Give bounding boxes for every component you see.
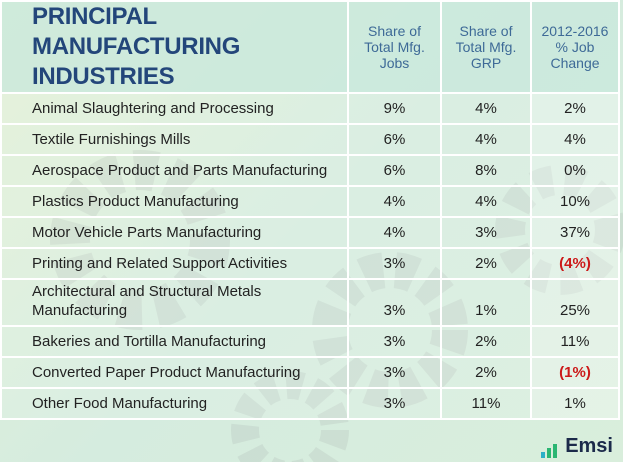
value-cell: 3% — [347, 356, 442, 389]
industry-name: Converted Paper Product Manufacturing — [0, 356, 349, 389]
table-row: Bakeries and Tortilla Manufacturing 3% 2% 1… — [0, 325, 620, 358]
value-cell: 25% — [530, 278, 620, 327]
value-cell: 4% — [440, 92, 532, 125]
column-header: Share of Total Mfg. GRP — [440, 0, 532, 94]
value-cell: 0% — [530, 154, 620, 187]
value-cell: 2% — [440, 325, 532, 358]
logo-icon — [541, 444, 558, 458]
value-cell: 1% — [530, 387, 620, 420]
value-cell: 4% — [347, 216, 442, 249]
industry-name: Plastics Product Manufacturing — [0, 185, 349, 218]
value-cell: (4%) — [530, 247, 620, 280]
value-cell: 6% — [347, 154, 442, 187]
table-row: Animal Slaughtering and Processing 9% 4% 2% — [0, 92, 620, 125]
value-cell: 3% — [347, 278, 442, 327]
table-title: PRINCIPAL MANUFACTURING INDUSTRIES — [0, 0, 349, 94]
value-cell: 4% — [440, 123, 532, 156]
column-header: Share of Total Mfg. Jobs — [347, 0, 442, 94]
table-row: Printing and Related Support Activities 3… — [0, 247, 620, 280]
value-cell: 3% — [347, 247, 442, 280]
value-cell: 2% — [440, 356, 532, 389]
logo-text: Emsi — [565, 435, 613, 457]
table-row: Motor Vehicle Parts Manufacturing 4% 3% 37% — [0, 216, 620, 249]
industry-name: Animal Slaughtering and Processing — [0, 92, 349, 125]
table-row: Converted Paper Product Manufacturing 3% 2… — [0, 356, 620, 389]
industries-table: PRINCIPAL MANUFACTURING INDUSTRIES Share… — [0, 0, 620, 420]
value-cell: 11% — [440, 387, 532, 420]
table-row: Architectural and Structural Metals Manu… — [0, 278, 620, 327]
value-cell: 9% — [347, 92, 442, 125]
value-cell: (1%) — [530, 356, 620, 389]
value-cell: 11% — [530, 325, 620, 358]
industry-name: Printing and Related Support Activities — [0, 247, 349, 280]
value-cell: 4% — [347, 185, 442, 218]
value-cell: 1% — [440, 278, 532, 327]
value-cell: 8% — [440, 154, 532, 187]
value-cell: 6% — [347, 123, 442, 156]
table-row: Plastics Product Manufacturing 4% 4% 10% — [0, 185, 620, 218]
value-cell: 3% — [440, 216, 532, 249]
industry-name: Other Food Manufacturing — [0, 387, 349, 420]
industry-name: Bakeries and Tortilla Manufacturing — [0, 325, 349, 358]
column-header: 2012-2016 % Job Change — [530, 0, 620, 94]
industry-name: Motor Vehicle Parts Manufacturing — [0, 216, 349, 249]
value-cell: 4% — [440, 185, 532, 218]
header-row: PRINCIPAL MANUFACTURING INDUSTRIES Share… — [0, 0, 620, 94]
industry-name: Textile Furnishings Mills — [0, 123, 349, 156]
table-row: Other Food Manufacturing 3% 11% 1% — [0, 387, 620, 420]
value-cell: 2% — [530, 92, 620, 125]
value-cell: 37% — [530, 216, 620, 249]
value-cell: 4% — [530, 123, 620, 156]
industry-name: Architectural and Structural Metals Manu… — [0, 278, 349, 327]
value-cell: 2% — [440, 247, 532, 280]
table-row: Aerospace Product and Parts Manufacturin… — [0, 154, 620, 187]
value-cell: 10% — [530, 185, 620, 218]
value-cell: 3% — [347, 387, 442, 420]
table-row: Textile Furnishings Mills 6% 4% 4% — [0, 123, 620, 156]
logo: Emsi — [541, 435, 613, 458]
value-cell: 3% — [347, 325, 442, 358]
industry-name: Aerospace Product and Parts Manufacturin… — [0, 154, 349, 187]
table-body: Animal Slaughtering and Processing 9% 4% 2%… — [0, 92, 620, 420]
